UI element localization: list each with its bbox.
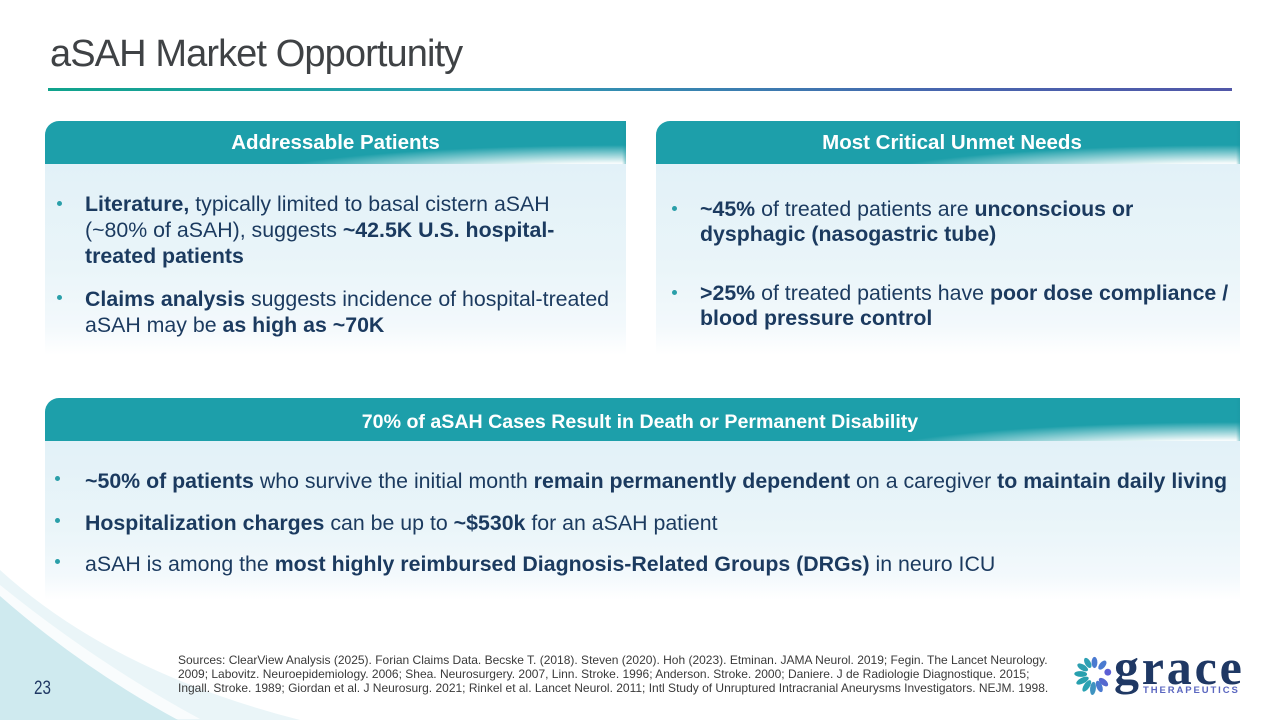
- svg-text:THERAPEUTICS: THERAPEUTICS: [1143, 685, 1240, 696]
- svg-text:grace: grace: [1114, 648, 1245, 695]
